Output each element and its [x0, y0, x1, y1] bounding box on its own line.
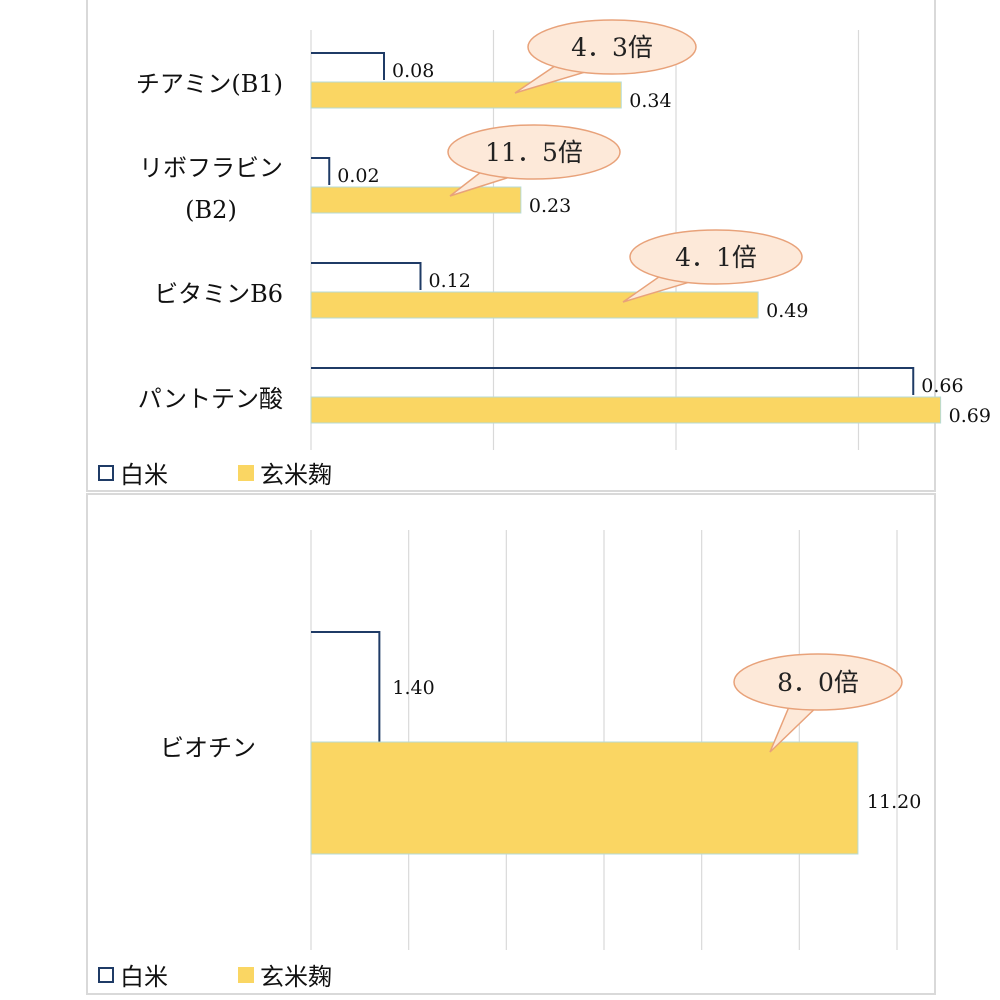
- data-label-white-rice: 0.12: [429, 270, 471, 292]
- callout-fill: [631, 231, 801, 283]
- bar-koji: [310, 81, 622, 109]
- legend-label-white-rice: 白米: [120, 963, 168, 991]
- legend-label-white-rice: 白米: [120, 461, 168, 489]
- callout-fill: [735, 655, 901, 709]
- bar-koji: [310, 291, 759, 319]
- data-label-koji: 0.34: [629, 90, 671, 112]
- category-label: ビタミンB6: [154, 280, 283, 308]
- legend-swatch-white-rice: [98, 966, 114, 983]
- bar-white-rice: [311, 262, 422, 290]
- bar-white-rice: [311, 631, 381, 742]
- data-label-koji: 0.69: [949, 405, 991, 427]
- legend-item-white-rice: 白米: [98, 957, 168, 992]
- data-label-white-rice: 0.08: [392, 60, 434, 82]
- data-label-white-rice: 0.02: [337, 165, 379, 187]
- callout-ratio: 8．0倍: [733, 653, 903, 753]
- callout-ratio: 11．5倍: [447, 124, 621, 197]
- callout-fill: [529, 21, 695, 73]
- category-label: (B2): [185, 196, 237, 224]
- category-label: リボフラビン: [139, 154, 283, 182]
- legend-label-koji: 玄米麹: [260, 461, 332, 489]
- bar-koji: [310, 741, 859, 855]
- category-label: パントテン酸: [138, 385, 283, 413]
- data-label-white-rice: 1.40: [392, 677, 434, 699]
- callout-text: 4．1倍: [675, 243, 757, 272]
- legend-top: 白米 玄米麹: [98, 455, 402, 490]
- bar-white-rice: [311, 367, 915, 395]
- category-label: ビオチン: [160, 734, 256, 762]
- data-label-koji: 0.49: [766, 300, 808, 322]
- data-label-koji: 11.20: [867, 791, 921, 813]
- callout-text: 8．0倍: [777, 668, 859, 697]
- bar-white-rice: [311, 52, 385, 80]
- bar-koji: [310, 186, 522, 214]
- data-label-white-rice: 0.66: [921, 375, 963, 397]
- legend-bottom: 白米 玄米麹: [98, 957, 402, 992]
- legend-swatch-koji: [238, 966, 254, 983]
- callout-ratio: 4．3倍: [514, 19, 697, 94]
- legend-item-white-rice: 白米: [98, 455, 168, 490]
- callout-fill: [449, 126, 619, 178]
- callout-ratio: 4．1倍: [622, 229, 803, 303]
- data-label-koji: 0.23: [529, 195, 571, 217]
- bar-koji: [310, 396, 942, 424]
- callout-text: 4．3倍: [571, 33, 653, 62]
- legend-label-koji: 玄米麹: [260, 963, 332, 991]
- callout-text: 11．5倍: [485, 138, 583, 167]
- bar-white-rice: [311, 157, 331, 185]
- legend-swatch-koji: [238, 464, 254, 481]
- legend-swatch-white-rice: [98, 464, 114, 481]
- legend-item-koji: 玄米麹: [238, 957, 332, 992]
- category-label: チアミン(B1): [136, 70, 283, 98]
- legend-item-koji: 玄米麹: [238, 455, 332, 490]
